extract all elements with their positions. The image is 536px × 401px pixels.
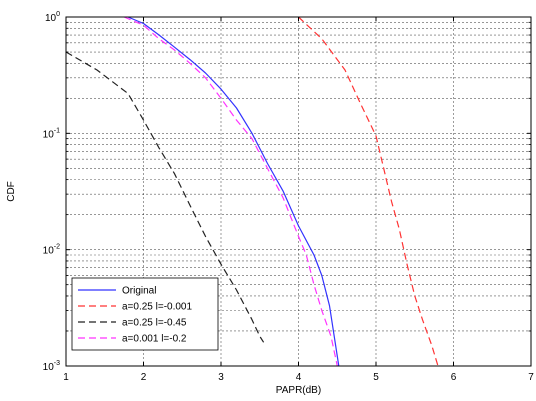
series-line-2 — [298, 16, 439, 367]
grid-layer — [66, 17, 531, 366]
tick-layer: 1 2 3 4 5 6 7 100 10-1 10-2 10-3 — [43, 11, 535, 383]
series-line-1 — [127, 16, 340, 367]
x-tick-label: 6 — [451, 372, 457, 383]
series-line-3 — [65, 51, 265, 343]
x-tick-label: 2 — [141, 372, 147, 383]
legend-label: a=0.001 l=-0.2 — [122, 334, 187, 345]
y-axis-label: CDF — [6, 181, 17, 202]
x-axis-label: PAPR(dB) — [276, 385, 321, 396]
x-tick-label: 5 — [373, 372, 379, 383]
x-tick-label: 1 — [63, 372, 69, 383]
series-line-4 — [123, 16, 338, 367]
x-tick-label: 4 — [296, 372, 302, 383]
y-tick-label: 10-2 — [43, 244, 60, 257]
y-tick-label: 100 — [45, 11, 60, 24]
legend-label: a=0.25 l=-0.45 — [122, 318, 187, 329]
y-tick-label: 10-1 — [43, 127, 60, 140]
series-layer — [65, 16, 439, 367]
legend: Original a=0.25 l=-0.001 a=0.25 l=-0.45 a=0… — [71, 277, 219, 351]
legend-label: a=0.25 l=-0.001 — [122, 302, 192, 313]
x-tick-label: 3 — [218, 372, 224, 383]
y-tick-label: 10-3 — [43, 360, 60, 373]
legend-label: Original — [122, 286, 156, 297]
x-tick-label: 7 — [528, 372, 534, 383]
